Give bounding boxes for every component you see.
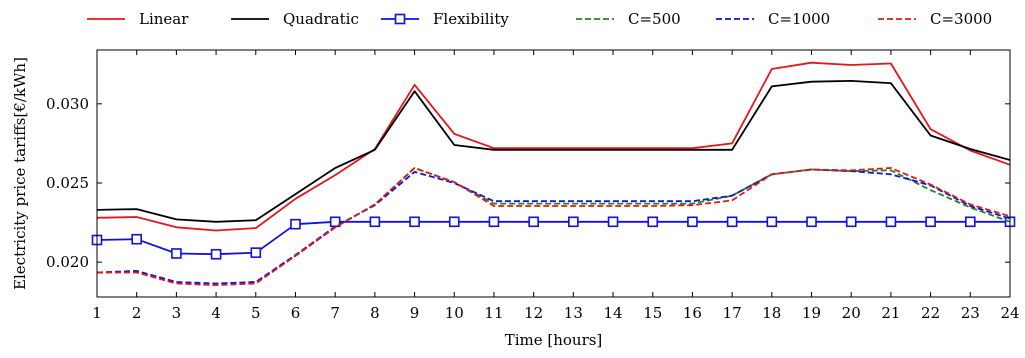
legend-label-Quadratic: Quadratic [283, 10, 359, 28]
series-line-C=3000 [97, 167, 1011, 287]
series-line-Quadratic [96, 80, 1011, 223]
series-marker [925, 216, 936, 228]
x-tick-label: 8 [370, 304, 380, 322]
x-tick-label: 23 [961, 304, 980, 322]
series-marker [250, 247, 262, 258]
plot-frame [96, 49, 1011, 298]
x-tick-label: 13 [564, 304, 583, 322]
x-tick-label: 17 [723, 304, 742, 322]
series-marker [766, 216, 778, 228]
x-tick-label: 16 [683, 304, 702, 322]
x-tick-label: 11 [484, 304, 503, 322]
x-tick-label: 24 [1000, 304, 1019, 322]
legend: Linear Quadratic Flexibility C=500 C=1000 C=3… [87, 10, 992, 28]
x-tick-label: 5 [251, 304, 261, 322]
x-tick-label: 9 [410, 304, 420, 322]
x-tick-label: 1 [92, 304, 102, 322]
series-line-Linear [96, 61, 1011, 232]
x-tick-label: 14 [603, 304, 622, 322]
series-marker [647, 216, 659, 228]
x-tick-label: 3 [172, 304, 182, 322]
x-tick-label: 4 [211, 304, 221, 322]
series-marker [290, 218, 301, 230]
series-layer [91, 61, 1016, 287]
series-marker [607, 216, 619, 228]
x-tick-label: 7 [330, 304, 340, 322]
series-marker [369, 216, 381, 228]
x-tick-label: 12 [524, 304, 543, 322]
series-marker [448, 216, 460, 228]
series-marker [965, 216, 976, 228]
x-tick-label: 22 [921, 304, 940, 322]
series-marker [726, 216, 738, 228]
x-tick-label: 15 [643, 304, 662, 322]
series-marker [806, 216, 817, 228]
y-axis-label: Electricity price tariffs[€/kWh] [11, 57, 29, 290]
y-tick-label: 0.025 [46, 174, 89, 192]
x-tick-label: 2 [132, 304, 142, 322]
series-marker [528, 216, 539, 228]
series-marker [488, 216, 500, 228]
legend-label-C=3000: C=3000 [930, 10, 992, 28]
x-tick-label: 18 [762, 304, 781, 322]
x-tick-label: 19 [802, 304, 821, 322]
legend-label-C=500: C=500 [628, 10, 681, 28]
y-tick-label: 0.020 [46, 253, 89, 271]
x-tick-label: 10 [445, 304, 464, 322]
series-marker [845, 216, 857, 228]
series-marker [171, 248, 182, 259]
series-line-C=1000 [96, 168, 1011, 285]
legend-label-Flexibility: Flexibility [433, 10, 509, 28]
legend-label-Linear: Linear [139, 10, 189, 28]
x-tick-label: 20 [842, 304, 861, 322]
series-marker [687, 216, 698, 228]
series-marker [210, 248, 222, 260]
x-tick-label: 21 [881, 304, 900, 322]
legend-label-C=1000: C=1000 [768, 10, 830, 28]
legend-marker [394, 13, 406, 25]
series-line-C=500 [96, 167, 1011, 286]
series-marker [885, 216, 897, 228]
axes-layer: 1 2 3 4 5 6 7 8 9 10 11 12 13 14 15 16 17 18 19 20 21 22 23 240… [46, 49, 1020, 322]
x-axis-label: Time [hours] [505, 331, 603, 349]
series-marker [568, 216, 579, 228]
series-marker [131, 233, 142, 245]
y-tick-label: 0.030 [46, 95, 89, 113]
series-marker [409, 216, 420, 228]
x-tick-label: 6 [291, 304, 301, 322]
series-line-Flexibility [96, 220, 1010, 256]
